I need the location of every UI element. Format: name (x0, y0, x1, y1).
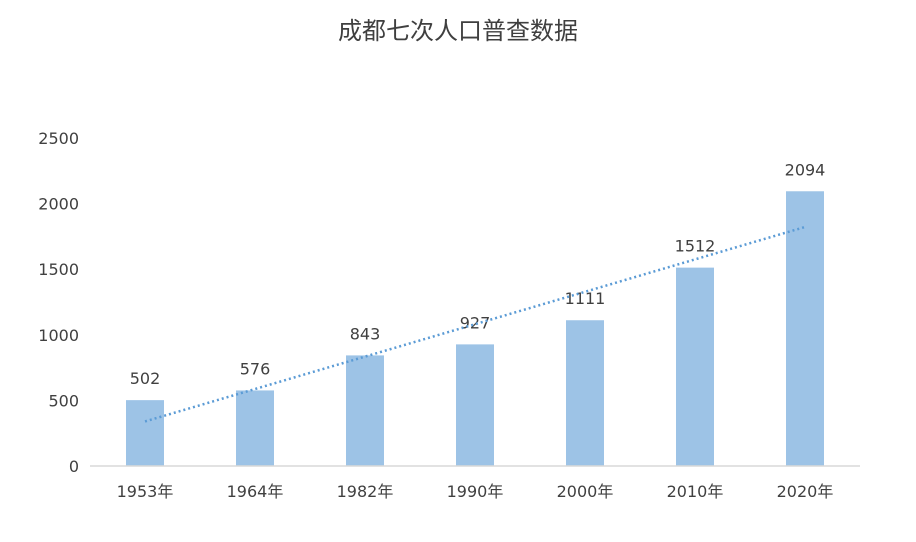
y-tick-label: 0 (69, 457, 79, 476)
y-tick-label: 1000 (38, 326, 79, 345)
data-label: 576 (240, 359, 271, 378)
y-tick-label: 2500 (38, 129, 79, 148)
x-tick-label: 1964年 (227, 482, 284, 501)
data-labels: 502 576 843 927 1111 1512 2094 (130, 160, 826, 388)
data-label: 502 (130, 369, 161, 388)
bar (456, 344, 494, 466)
y-tick-label: 2000 (38, 195, 79, 214)
bar (236, 390, 274, 466)
chart-title: 成都七次人口普查数据 (338, 17, 578, 45)
bar-series (126, 191, 824, 466)
data-label: 1512 (675, 237, 716, 256)
x-tick-label: 2000年 (557, 482, 614, 501)
bar (676, 267, 714, 466)
data-label: 843 (350, 324, 381, 343)
bar (786, 191, 824, 466)
data-label: 1111 (565, 289, 606, 308)
data-label: 927 (460, 313, 491, 332)
x-tick-label: 1990年 (447, 482, 504, 501)
bar (566, 320, 604, 466)
x-tick-label: 2010年 (667, 482, 724, 501)
x-axis: 1953年 1964年 1982年 1990年 2000年 2010年 2020年 (117, 482, 834, 501)
bar (346, 355, 384, 466)
x-tick-label: 2020年 (777, 482, 834, 501)
y-tick-label: 500 (48, 391, 79, 410)
bar (126, 400, 164, 466)
y-tick-label: 1500 (38, 260, 79, 279)
data-label: 2094 (785, 160, 826, 179)
x-tick-label: 1953年 (117, 482, 174, 501)
y-axis: 0 500 1000 1500 2000 2500 (38, 129, 79, 476)
x-tick-label: 1982年 (337, 482, 394, 501)
